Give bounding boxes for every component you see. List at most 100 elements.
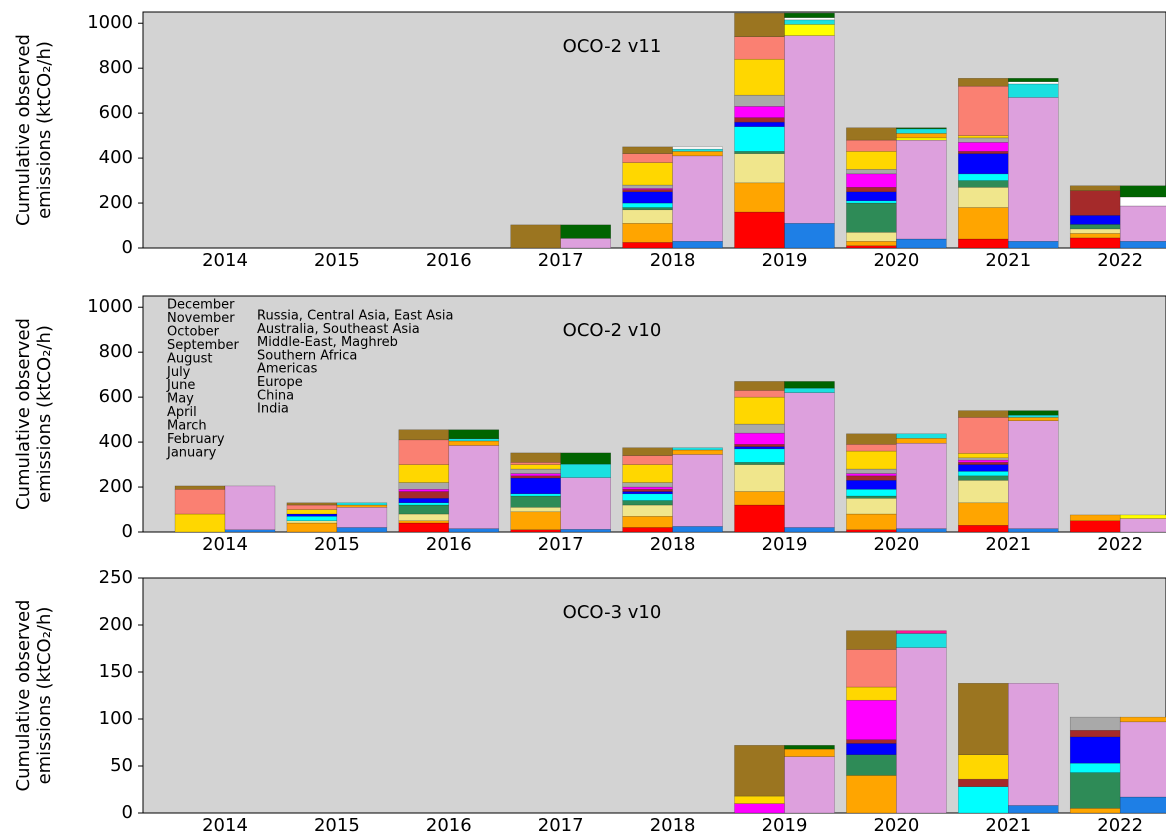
region-segment [448, 445, 500, 529]
region-segment [1008, 417, 1059, 421]
month-segment [846, 630, 897, 650]
y-tick-label: 600 [99, 102, 133, 123]
month-segment [1069, 772, 1121, 809]
legend-entry: May [167, 392, 194, 407]
x-tick-label: 2020 [873, 534, 919, 555]
month-segment [286, 520, 338, 524]
month-segment [622, 464, 673, 483]
month-segment [958, 464, 1009, 472]
month-segment [622, 242, 673, 249]
month-segment [398, 491, 450, 499]
month-segment [622, 516, 673, 528]
x-tick-label: 2018 [650, 534, 696, 555]
y-tick-label: 200 [99, 476, 133, 497]
month-segment [398, 439, 450, 465]
month-segment [958, 180, 1009, 188]
y-axis-label: emissions (ktCO₂/h) [34, 41, 55, 219]
month-segment [622, 486, 673, 490]
region-segment [1119, 518, 1166, 533]
y-axis-label: Cumulative observed [13, 600, 34, 792]
month-segment [846, 480, 897, 490]
x-tick-label: 2015 [314, 815, 360, 836]
month-segment [846, 473, 897, 477]
month-segment [734, 390, 785, 398]
month-segment [510, 452, 561, 463]
month-segment [958, 786, 1009, 814]
x-tick-label: 2022 [1097, 815, 1143, 836]
month-segment [958, 85, 1009, 136]
y-tick-label: 50 [110, 755, 133, 776]
region-segment [1008, 414, 1059, 418]
x-tick-label: 2020 [873, 815, 919, 836]
region-segment [672, 146, 723, 150]
y-axis-label: emissions (ktCO₂/h) [34, 607, 55, 785]
month-segment [398, 522, 450, 533]
x-tick-label: 2014 [202, 815, 248, 836]
month-segment [622, 527, 673, 533]
month-segment [734, 462, 785, 465]
month-segment [1069, 736, 1121, 764]
legend-entry: Southern Africa [257, 348, 357, 363]
month-segment [846, 699, 897, 740]
month-segment [958, 135, 1009, 139]
month-segment [846, 191, 897, 202]
y-axis-label: Cumulative observed [13, 318, 34, 510]
month-segment [958, 238, 1009, 249]
region-segment [896, 647, 947, 814]
month-segment [1069, 716, 1121, 731]
bars [510, 12, 1166, 249]
month-segment [510, 475, 561, 479]
month-segment [510, 511, 561, 531]
month-segment [1069, 237, 1121, 249]
month-segment [286, 502, 338, 506]
month-segment [510, 224, 561, 249]
month-segment [622, 482, 673, 488]
month-segment [1069, 185, 1121, 191]
month-segment [398, 482, 450, 490]
month-segment [734, 381, 785, 391]
month-segment [398, 498, 450, 504]
month-segment [1069, 808, 1121, 814]
month-segment [846, 241, 897, 247]
month-segment [622, 491, 673, 495]
region-segment [336, 527, 388, 533]
month-segment [846, 513, 897, 531]
region-segment [1119, 196, 1166, 207]
y-tick-label: 1000 [87, 296, 133, 317]
region-segment [896, 128, 947, 134]
month-segment [622, 223, 673, 243]
month-segment [846, 529, 897, 533]
panel: 0 200 400 600 800 1000 Cumulative observed emis… [13, 11, 1166, 271]
legend-entry: February [167, 432, 225, 447]
region-segment [1008, 420, 1059, 529]
month-segment [398, 513, 450, 522]
month-segment [846, 743, 897, 755]
month-segment [622, 146, 673, 154]
region-segment [896, 438, 947, 444]
x-tick-label: 2015 [314, 250, 360, 271]
month-segment [846, 433, 897, 445]
month-segment [958, 187, 1009, 208]
region-segment [560, 238, 611, 249]
region-segment [896, 139, 947, 240]
x-tick-label: 2017 [538, 815, 584, 836]
month-segment [734, 803, 785, 814]
region-segment [1008, 528, 1059, 533]
y-tick-label: 250 [99, 567, 133, 588]
region-segment [336, 504, 388, 508]
legend-entry: January [166, 445, 217, 460]
month-segment [1069, 224, 1121, 230]
month-segment [734, 117, 785, 123]
month-segment [510, 507, 561, 513]
month-segment [1069, 215, 1121, 225]
region-segment [784, 35, 835, 224]
region-segment [672, 449, 723, 455]
x-tick-label: 2016 [426, 815, 472, 836]
region-segment [1119, 241, 1166, 249]
legend-entry: Russia, Central Asia, East Asia [257, 309, 453, 324]
region-segment [784, 387, 835, 393]
x-tick-label: 2014 [202, 250, 248, 271]
region-segment [896, 633, 947, 648]
month-segment [398, 504, 450, 515]
